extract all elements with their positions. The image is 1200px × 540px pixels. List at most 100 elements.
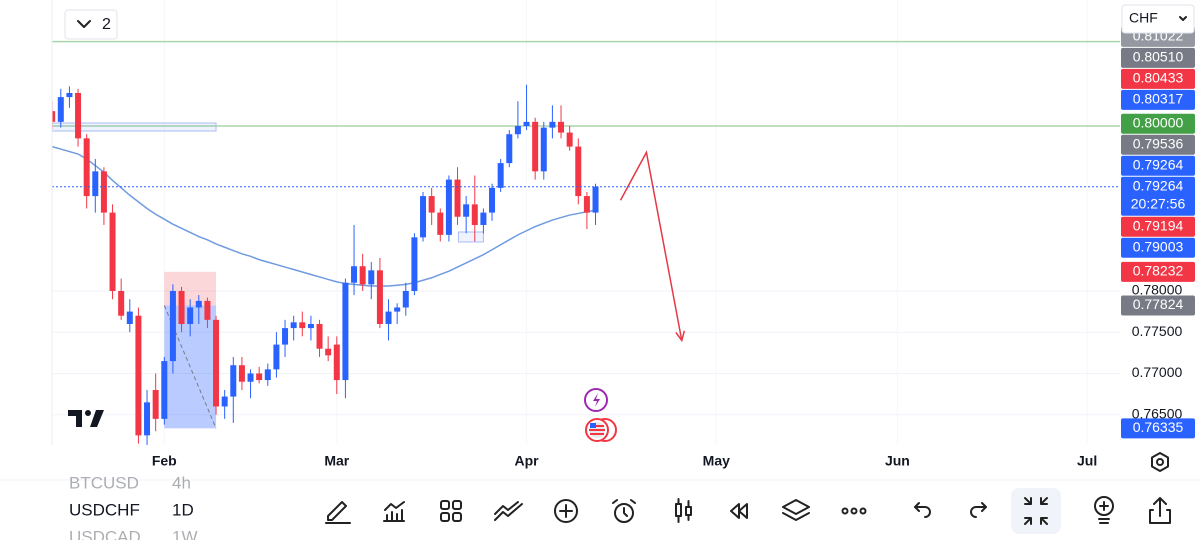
candle-body [126,311,133,324]
currency-dropdown[interactable]: CHF [1121,4,1195,34]
price-badge [1121,89,1195,110]
price-badge [1121,47,1195,68]
price-badge [1121,261,1195,282]
layers-tool[interactable] [782,499,810,521]
candle-body [549,121,556,128]
candle-body [213,319,220,407]
price-badge-label: 0.76335 [1133,419,1184,435]
redo-button[interactable] [970,502,987,518]
price-badge [1121,155,1195,176]
price-badge-label: 0.80433 [1133,70,1184,86]
add-tool[interactable] [554,499,578,523]
chevron-icon [77,20,91,28]
candle-body [575,146,582,197]
templates-tool[interactable] [440,500,462,522]
x-tick-label: Jun [885,453,910,469]
current-price-badge [1121,176,1195,216]
candle-body [558,121,565,133]
candle-body [471,204,478,225]
zone [457,231,484,243]
current-price-label: 0.79264 [1133,177,1184,193]
x-tick-label: Apr [514,453,539,469]
settings-icon[interactable] [1151,452,1169,472]
candle-body [385,311,392,324]
candle-body [333,344,340,381]
candle-body [583,196,590,213]
symbol-name[interactable]: BTCUSD [69,473,139,492]
candle-body [506,134,513,164]
candle-body [195,300,202,308]
candle-body [497,163,504,188]
indicators-tool[interactable] [383,501,405,522]
candle-body [402,290,409,308]
share-button[interactable] [1149,497,1171,524]
candle-body [290,322,297,329]
more-tool[interactable] [841,507,867,515]
collapse-icon [1024,497,1048,525]
settings-icon-center [1156,458,1164,466]
symbol-name[interactable]: USDCAD [69,527,141,540]
candle-body [66,92,73,98]
event-icons[interactable] [584,388,617,442]
candle-body [178,290,185,324]
symbol-name[interactable]: USDCHF [69,500,140,519]
candle-body [299,322,306,329]
candle-body [437,212,444,235]
moving-average [52,145,596,287]
candle-body [540,127,547,172]
candle-body [273,344,280,370]
layout-button-box[interactable] [64,9,118,40]
fullscreen-button[interactable] [1011,488,1061,534]
compare-tool[interactable] [494,501,523,521]
candle-body [92,171,99,197]
candle-body [376,270,383,324]
chart-type-tool[interactable] [675,498,692,523]
x-tick-label: May [703,453,730,469]
symbol-list[interactable]: BTCUSD 4h USDCHF 1D USDCAD 1W [69,473,198,540]
price-badge-label: 0.79536 [1133,135,1184,151]
y-tick-label: 0.77500 [1132,323,1183,339]
alert-tool[interactable] [612,499,636,523]
price-badge [1121,295,1195,316]
price-badge-label: 0.79003 [1133,238,1184,254]
layout-button[interactable]: 2 [64,9,118,40]
y-tick-label: 0.76500 [1132,405,1183,421]
draw-tool[interactable] [325,501,351,524]
candle-body [489,187,496,213]
candle-body [463,204,470,217]
price-badge-label: 0.80317 [1133,91,1184,107]
chevron-icon [1179,16,1187,21]
candle-body [75,92,82,139]
candle-body [83,138,90,197]
flash-icon [593,393,600,407]
candle-body [161,361,168,419]
symbol-interval: 1D [172,500,194,519]
candle-body [256,373,263,381]
candle-body [428,196,435,213]
candle-body [230,365,237,397]
price-badge [1121,134,1195,155]
candle-body [52,111,56,122]
price-badge-label: 0.78232 [1133,263,1184,279]
price-badge [1121,237,1195,258]
settings-button[interactable] [1151,452,1169,472]
price-badge-label: 0.80000 [1133,114,1184,130]
candle-body [135,315,142,436]
replay-tool[interactable] [730,503,748,519]
price-badge [1121,216,1195,237]
price-axis: 0.780000.775000.770000.765000.810220.805… [1121,26,1195,439]
price-badge-label: 0.77824 [1133,296,1184,312]
undo-button[interactable] [914,502,931,518]
countdown-label: 20:27:56 [1131,195,1186,211]
candle-body [411,237,418,291]
flag-canton [590,423,596,428]
price-badge-label: 0.80510 [1133,49,1184,65]
ideas-button[interactable] [1094,496,1114,524]
currency-box[interactable] [1121,4,1195,34]
price-badge [1121,418,1195,439]
symbol-interval: 4h [172,473,191,492]
candle-body [566,132,573,147]
currency-label: CHF [1129,10,1158,26]
candle-body [532,121,539,172]
